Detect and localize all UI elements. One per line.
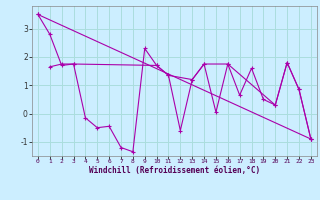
X-axis label: Windchill (Refroidissement éolien,°C): Windchill (Refroidissement éolien,°C) <box>89 166 260 175</box>
